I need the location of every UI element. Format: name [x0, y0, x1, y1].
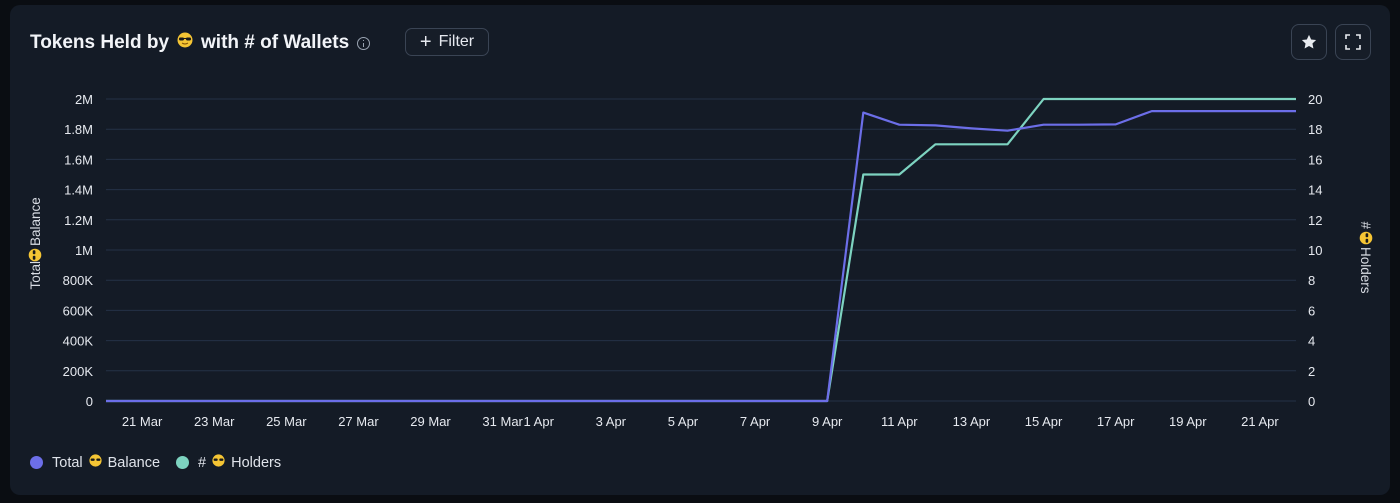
legend-item-total-balance[interactable]: Total Balance	[30, 454, 160, 471]
x-tick-label: 11 Apr	[881, 414, 918, 429]
star-icon	[1301, 34, 1317, 49]
right-axis-ticks: 0 2 4 6 8 10 12 14 16 18 20	[1308, 92, 1322, 409]
left-tick-label: 800K	[63, 273, 94, 288]
right-tick-label: 4	[1308, 334, 1315, 349]
title-suffix: with # of Wallets	[201, 32, 350, 53]
left-tick-label: 0	[86, 394, 93, 409]
left-tick-label: 1.4M	[64, 183, 93, 198]
chart-legend: Total Balance # Holders	[30, 454, 297, 471]
x-tick-label: 27 Mar	[338, 414, 379, 429]
filter-button[interactable]: + Filter	[405, 28, 489, 56]
sunglasses-emoji-icon	[1359, 231, 1373, 245]
left-axis-label-prefix: Total	[28, 261, 43, 290]
right-tick-label: 0	[1308, 394, 1315, 409]
left-tick-label: 600K	[63, 303, 94, 318]
plus-icon: +	[419, 31, 432, 53]
left-tick-label: 1.8M	[64, 122, 93, 137]
filter-label: Filter	[438, 33, 475, 50]
fullscreen-button[interactable]	[1335, 24, 1371, 60]
series-line-total-balance[interactable]	[106, 109, 1296, 403]
left-tick-label: 400K	[63, 334, 94, 349]
legend-item-holders[interactable]: # Holders	[176, 454, 281, 471]
legend-label-suffix: Holders	[231, 454, 282, 471]
left-axis-label: Total Balance	[28, 197, 43, 289]
series-lines	[106, 97, 1296, 403]
left-axis-ticks: 0 200K 400K 600K 800K 1M 1.2M 1.4M 1.6M 1.8M 2M	[63, 92, 94, 409]
right-axis-label-suffix: Holders	[1358, 247, 1373, 294]
legend-dot-total-balance	[30, 456, 43, 469]
x-tick-label: 19 Apr	[1169, 414, 1207, 429]
sunglasses-emoji-icon	[28, 248, 42, 262]
x-tick-label: 21 Apr	[1241, 414, 1279, 429]
info-icon[interactable]	[357, 36, 371, 50]
right-tick-label: 2	[1308, 364, 1315, 379]
x-tick-label: 17 Apr	[1097, 414, 1135, 429]
x-tick-label: 7 Apr	[740, 414, 771, 429]
line-chart: 0 200K 400K 600K 800K 1M 1.2M 1.4M 1.6M 1.8M 2M 0 2…	[28, 92, 1373, 429]
x-tick-label: 1 Apr	[524, 414, 555, 429]
right-tick-label: 16	[1308, 152, 1322, 167]
chart-title: Tokens Held by with # of Wallets	[30, 31, 371, 55]
right-tick-label: 20	[1308, 92, 1322, 107]
x-tick-label: 3 Apr	[596, 414, 627, 429]
left-tick-label: 2M	[75, 92, 93, 107]
x-axis-ticks: 21 Mar 23 Mar 25 Mar 27 Mar 29 Mar 31 Mar 1 Ap…	[122, 414, 1280, 429]
right-tick-label: 8	[1308, 273, 1315, 288]
right-axis-label: # Holders	[1358, 221, 1373, 293]
x-tick-label: 9 Apr	[812, 414, 843, 429]
left-tick-label: 1M	[75, 243, 93, 258]
x-tick-label: 5 Apr	[668, 414, 699, 429]
sunglasses-emoji-icon	[177, 32, 193, 54]
grid-lines	[106, 98, 1296, 402]
right-tick-label: 14	[1308, 183, 1322, 198]
series-line-holders[interactable]	[106, 97, 1296, 403]
left-tick-label: 1.6M	[64, 152, 93, 167]
left-axis-label-suffix: Balance	[28, 197, 43, 246]
title-prefix: Tokens Held by	[30, 32, 170, 53]
right-axis-label-prefix: #	[1358, 221, 1373, 229]
legend-label-suffix: Balance	[107, 454, 161, 471]
left-tick-label: 1.2M	[64, 213, 93, 228]
x-tick-label: 31 Mar	[482, 414, 523, 429]
x-tick-label: 23 Mar	[194, 414, 235, 429]
right-tick-label: 12	[1308, 213, 1322, 228]
right-tick-label: 18	[1308, 122, 1322, 137]
right-tick-label: 10	[1308, 243, 1322, 258]
x-tick-label: 25 Mar	[266, 414, 307, 429]
right-tick-label: 6	[1308, 303, 1315, 318]
favorite-button[interactable]	[1291, 24, 1327, 60]
x-tick-label: 15 Apr	[1025, 414, 1063, 429]
legend-label-prefix: #	[198, 454, 207, 471]
chart-card: Tokens Held by with # of Wallets + Filte…	[10, 5, 1390, 495]
sunglasses-emoji-icon	[212, 454, 225, 471]
legend-label-prefix: Total	[52, 454, 83, 471]
left-tick-label: 200K	[63, 364, 94, 379]
x-tick-label: 29 Mar	[410, 414, 451, 429]
sunglasses-emoji-icon	[89, 454, 102, 471]
fullscreen-icon	[1345, 34, 1361, 50]
x-tick-label: 13 Apr	[953, 414, 991, 429]
x-tick-label: 21 Mar	[122, 414, 163, 429]
legend-dot-holders	[176, 456, 190, 469]
